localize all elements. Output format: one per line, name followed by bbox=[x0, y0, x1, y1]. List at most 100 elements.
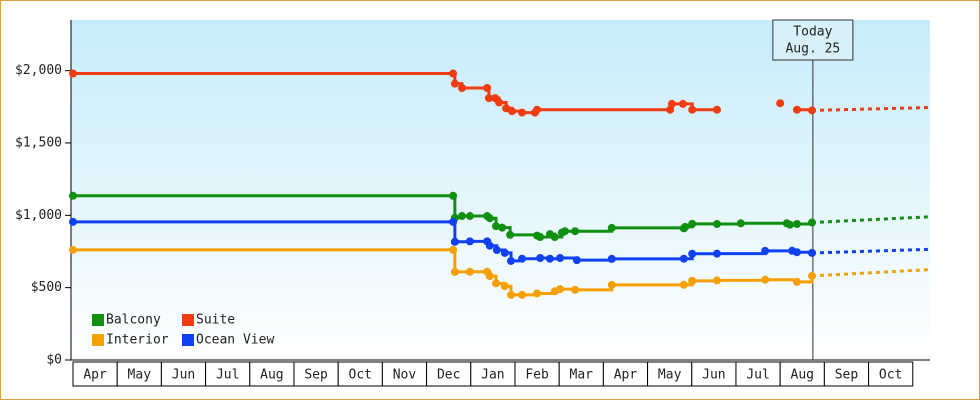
price-point bbox=[69, 217, 77, 226]
forecast-line bbox=[811, 106, 931, 112]
price-point bbox=[712, 249, 721, 258]
price-point bbox=[449, 191, 458, 200]
x-tick-label: Oct bbox=[879, 368, 902, 383]
price-point bbox=[560, 227, 569, 236]
price-point bbox=[688, 105, 697, 114]
price-point bbox=[69, 191, 77, 200]
price-point bbox=[507, 256, 516, 265]
price-point bbox=[792, 248, 801, 257]
x-tick-label: Sep bbox=[835, 368, 859, 383]
today-box bbox=[772, 19, 854, 61]
price-point bbox=[457, 84, 466, 92]
y-tick-label: $1,000 bbox=[15, 208, 62, 223]
price-point bbox=[736, 219, 745, 228]
plot-area bbox=[71, 20, 930, 360]
price-point bbox=[571, 227, 580, 236]
x-tick-label: Jul bbox=[216, 368, 239, 383]
price-point bbox=[712, 220, 721, 228]
price-point bbox=[712, 276, 721, 285]
price-point bbox=[688, 249, 697, 258]
price-point bbox=[484, 94, 493, 103]
x-tick-label: Feb bbox=[525, 368, 549, 383]
price-point bbox=[465, 237, 474, 246]
price-point bbox=[792, 277, 801, 286]
x-tick-box bbox=[381, 361, 428, 387]
price-point bbox=[688, 219, 697, 228]
legend-swatch bbox=[92, 314, 104, 326]
legend-label: Ocean View bbox=[196, 333, 274, 348]
price-point bbox=[485, 214, 494, 223]
price-point bbox=[545, 254, 554, 263]
legend-swatch bbox=[182, 314, 194, 326]
today-label: Today bbox=[793, 25, 832, 40]
price-point bbox=[495, 98, 504, 107]
price-point bbox=[518, 254, 527, 263]
price-point bbox=[792, 220, 801, 228]
price-point bbox=[492, 246, 501, 255]
x-tick-label: May bbox=[658, 368, 682, 383]
price-point bbox=[536, 254, 545, 262]
x-tick-box bbox=[160, 361, 207, 387]
price-point bbox=[491, 279, 500, 288]
price-point bbox=[785, 220, 794, 229]
price-point bbox=[507, 107, 516, 116]
price-point bbox=[506, 230, 515, 239]
forecast-line bbox=[811, 215, 931, 225]
x-tick-label: Nov bbox=[393, 368, 417, 383]
price-point bbox=[450, 79, 459, 88]
price-point bbox=[507, 290, 516, 299]
x-tick-label: Sep bbox=[304, 368, 328, 383]
x-tick-label: Apr bbox=[614, 368, 638, 383]
price-point bbox=[712, 105, 721, 114]
price-point bbox=[69, 69, 77, 78]
legend-label: Balcony bbox=[106, 313, 161, 328]
price-point bbox=[457, 212, 466, 221]
forecast-line bbox=[811, 268, 931, 278]
price-point bbox=[465, 267, 474, 276]
x-tick-label: Jan bbox=[481, 368, 504, 383]
price-point bbox=[572, 256, 581, 265]
price-point bbox=[518, 290, 527, 299]
x-tick-box bbox=[558, 361, 604, 387]
price-point bbox=[483, 84, 492, 92]
x-tick-label: May bbox=[128, 368, 152, 383]
price-point bbox=[776, 99, 785, 108]
price-point bbox=[449, 69, 458, 78]
price-point bbox=[449, 245, 458, 254]
price-point bbox=[678, 99, 687, 108]
price-point bbox=[761, 246, 770, 255]
price-point bbox=[485, 272, 494, 281]
x-tick-box bbox=[249, 361, 295, 387]
price-point bbox=[607, 254, 616, 263]
legend-swatch bbox=[92, 334, 104, 346]
x-tick-label: Jun bbox=[702, 368, 725, 383]
price-point bbox=[500, 282, 509, 291]
price-point bbox=[449, 217, 458, 226]
x-tick-label: Aug bbox=[260, 368, 283, 383]
price-point bbox=[556, 254, 565, 262]
legend-swatch bbox=[182, 334, 194, 346]
price-point bbox=[491, 222, 500, 231]
x-tick-label: Oct bbox=[349, 368, 372, 383]
price-point bbox=[533, 105, 542, 114]
price-point bbox=[498, 223, 507, 232]
x-tick-box bbox=[602, 361, 649, 387]
price-point bbox=[533, 289, 542, 298]
x-tick-label: Apr bbox=[83, 368, 107, 383]
price-point bbox=[679, 254, 688, 263]
x-tick-box bbox=[691, 361, 737, 387]
x-tick-box bbox=[205, 361, 251, 387]
x-tick-label: Dec bbox=[437, 368, 460, 383]
price-point bbox=[465, 212, 474, 221]
price-point bbox=[607, 223, 616, 232]
price-point bbox=[667, 99, 676, 108]
price-point bbox=[607, 280, 616, 289]
x-tick-box bbox=[735, 361, 781, 387]
price-point bbox=[485, 241, 494, 250]
x-tick-box bbox=[868, 361, 914, 387]
y-tick-label: $2,000 bbox=[15, 63, 62, 78]
price-point bbox=[450, 237, 459, 246]
y-tick-label: $500 bbox=[31, 280, 62, 295]
legend-label: Interior bbox=[106, 333, 169, 348]
